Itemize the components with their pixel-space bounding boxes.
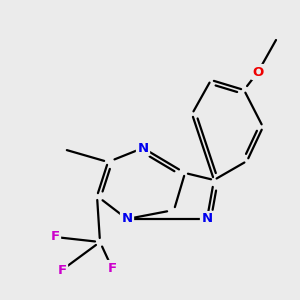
Text: F: F	[50, 230, 60, 244]
Text: F: F	[57, 263, 67, 277]
Text: N: N	[122, 212, 133, 226]
Text: N: N	[201, 212, 213, 226]
Text: N: N	[137, 142, 148, 154]
Text: O: O	[252, 65, 264, 79]
Text: F: F	[107, 262, 117, 275]
